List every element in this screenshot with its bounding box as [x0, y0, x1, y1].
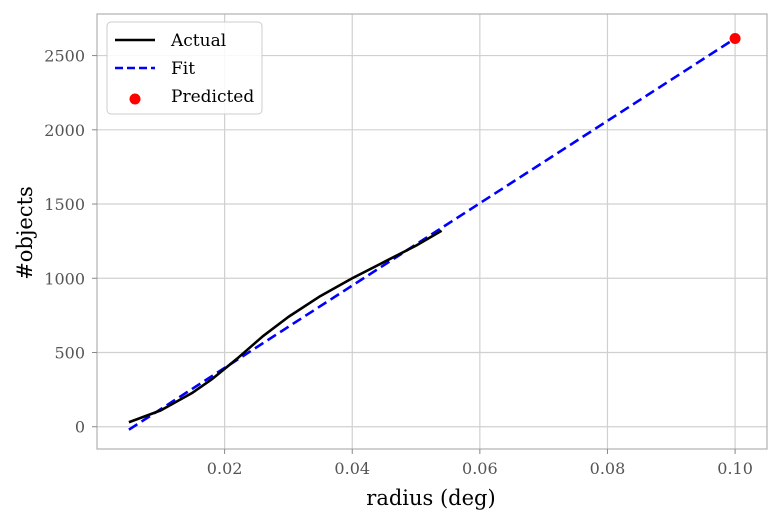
y-axis-label: #objects — [13, 186, 37, 280]
legend-box — [106, 21, 263, 115]
actual-series-line — [128, 229, 443, 424]
x-tick-label: 0.02 — [207, 459, 243, 478]
legend-predicted-swatch — [129, 93, 141, 105]
y-tick-label: 500 — [54, 343, 85, 362]
legend: Actual Fit Predicted — [106, 21, 263, 115]
x-axis-label: radius (deg) — [366, 486, 495, 510]
y-tick-label: 2500 — [44, 47, 85, 66]
y-tick-label: 1000 — [44, 269, 85, 288]
legend-predicted-label: Predicted — [171, 87, 254, 107]
x-tick-label: 0.06 — [462, 459, 498, 478]
tick-layer: 0.02 0.04 0.06 0.08 0.10 0 500 1000 1500 2000 2500 — [44, 47, 753, 478]
y-tick-label: 0 — [75, 418, 85, 437]
plot-frame — [96, 13, 768, 450]
predicted-point — [729, 32, 741, 44]
legend-actual-label: Actual — [170, 31, 226, 51]
x-tick-label: 0.04 — [334, 459, 370, 478]
y-tick-label: 2000 — [44, 121, 85, 140]
x-tick-label: 0.08 — [590, 459, 626, 478]
legend-fit-label: Fit — [171, 59, 195, 79]
y-tick-label: 1500 — [44, 195, 85, 214]
x-tick-label: 0.10 — [717, 459, 753, 478]
series-layer — [128, 32, 741, 431]
